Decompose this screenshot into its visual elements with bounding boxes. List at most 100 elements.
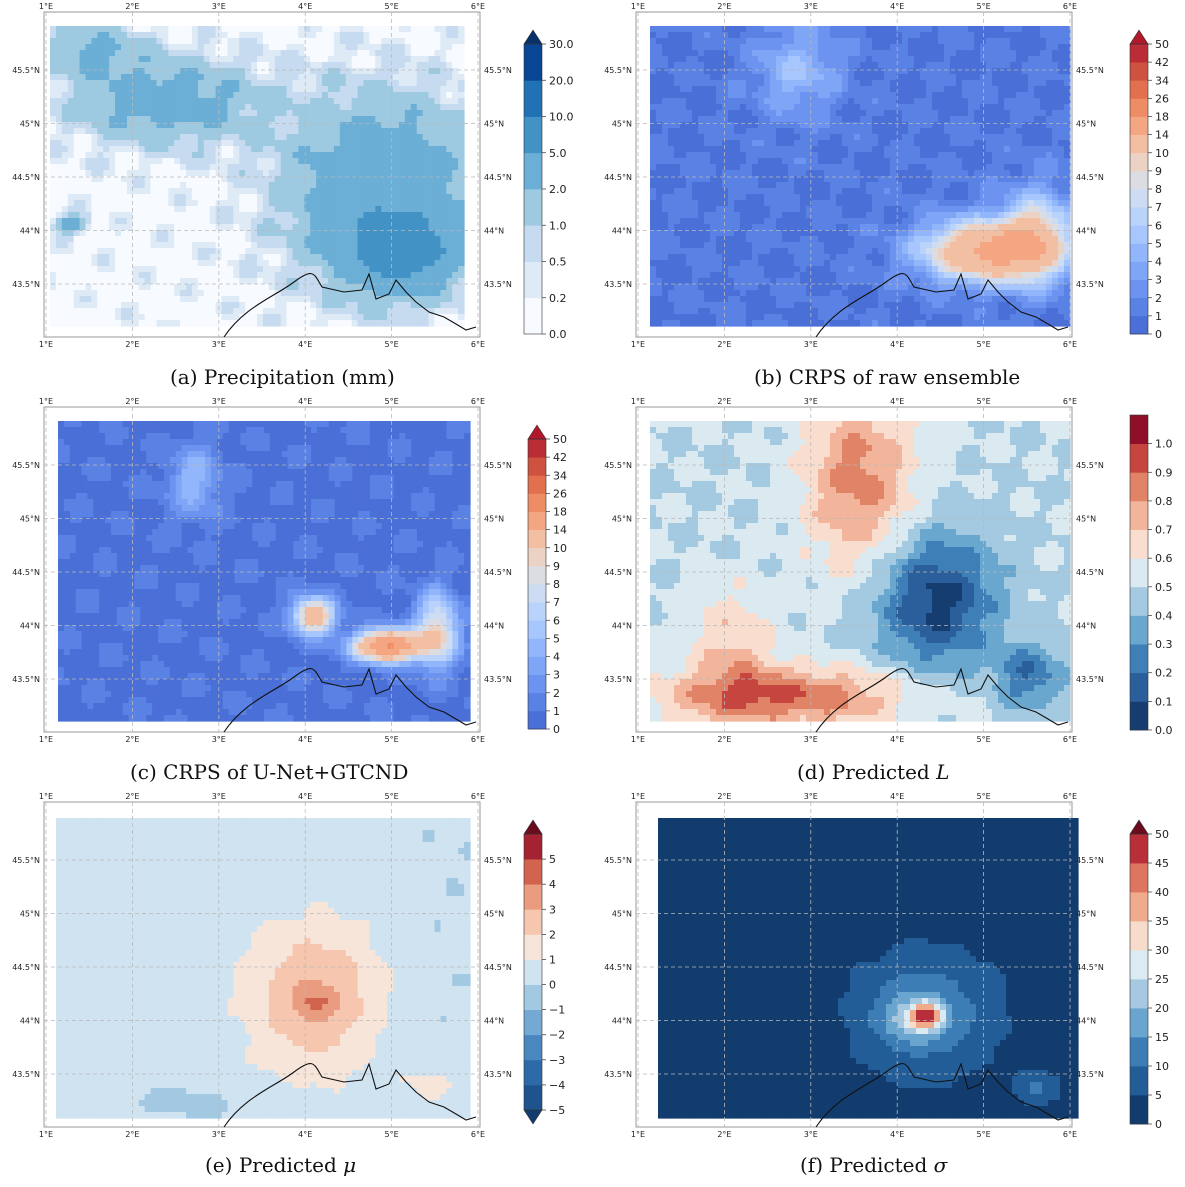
map-cell [245,278,252,285]
map-cell [662,128,669,135]
map-cell [794,50,801,57]
map-cell [233,116,240,123]
map-cell [800,50,807,57]
map-cell [144,272,152,279]
map-cell [280,200,288,207]
map-cell [180,242,187,249]
map-cell [422,110,430,117]
map-cell [668,116,675,123]
map-cell [740,134,747,141]
map-cell [686,122,693,129]
map-cell [998,110,1005,117]
map-cell [387,194,394,201]
map-cell [203,68,211,75]
map-cell [428,164,436,171]
map-cell [191,284,199,291]
map-cell [180,140,187,147]
map-cell [327,32,335,39]
map-cell [440,290,447,297]
map-cell [144,68,152,75]
map-cell [55,320,63,327]
map-cell [85,158,92,165]
map-cell [316,242,323,249]
map-cell [286,56,294,63]
map-cell [268,44,276,51]
map-cell [1064,134,1071,141]
map-cell [132,308,140,315]
map-cell [239,260,246,267]
map-cell [97,110,104,117]
map-cell [357,74,365,81]
map-cell [656,146,663,153]
map-cell [440,188,447,195]
map-cell [138,230,146,237]
map-cell [239,218,246,225]
map-cell [381,254,388,261]
map-cell [245,68,252,75]
map-cell [150,122,158,129]
map-cell [132,182,140,189]
map-cell [50,146,57,153]
map-cell [168,182,175,189]
map-cell [980,56,987,63]
map-cell [434,32,441,39]
map-cell [650,44,657,51]
map-cell [375,122,382,129]
map-cell [197,98,205,105]
map-cell [251,164,258,171]
map-cell [103,212,110,219]
map-cell [452,284,459,291]
map-cell [398,122,406,129]
map-cell [280,116,288,123]
map-cell [938,80,945,87]
map-cell [197,134,205,141]
map-cell [286,92,294,99]
map-cell [262,308,270,315]
map-cell [203,266,211,273]
map-cell [854,74,861,81]
map-cell [304,212,311,219]
map-cell [428,266,436,273]
map-cell [221,260,229,267]
map-cell [197,128,205,135]
map-cell [55,200,63,207]
map-cell [950,98,957,105]
map-cell [144,218,152,225]
map-cell [144,236,152,243]
map-cell [434,62,441,69]
map-cell [162,308,169,315]
map-cell [410,80,418,87]
map-cell [866,62,873,69]
map-cell [674,104,681,111]
map-cell [97,158,104,165]
map-cell [884,56,891,63]
map-cell [203,218,211,225]
map-cell [398,56,406,63]
map-cell [280,296,288,303]
map-cell [298,38,305,45]
map-cell [257,146,264,153]
lon-label-top: 1°E [39,2,53,11]
map-cell [191,158,199,165]
map-cell [842,98,849,105]
map-cell [345,92,353,99]
map-cell [304,254,311,261]
map-cell [174,278,181,285]
map-cell [168,200,175,207]
map-cell [375,272,382,279]
map-cell [992,98,999,105]
map-cell [298,80,305,87]
map-cell [280,206,288,213]
map-cell [908,50,915,57]
map-cell [115,290,122,297]
map-cell [268,104,276,111]
map-cell [758,134,765,141]
map-cell [848,74,855,81]
map-cell [233,44,240,51]
map-cell [197,152,205,159]
map-cell [369,248,376,255]
map-cell [416,272,424,279]
map-cell [109,194,116,201]
map-cell [286,278,294,285]
map-cell [55,272,63,279]
